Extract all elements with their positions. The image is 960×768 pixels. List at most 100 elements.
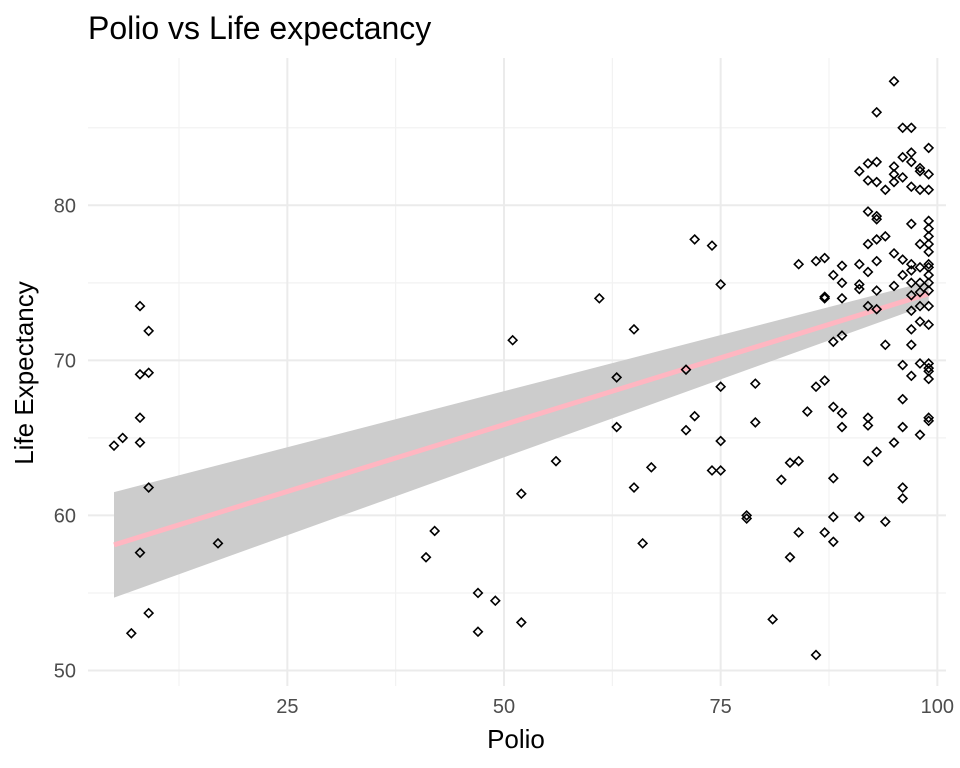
data-point — [836, 277, 848, 289]
data-point — [836, 330, 848, 341]
data-point — [593, 292, 605, 304]
data-point — [923, 215, 935, 227]
data-point — [871, 106, 883, 118]
data-point — [689, 233, 701, 245]
data-point — [897, 359, 909, 371]
data-point — [827, 401, 839, 413]
data-point — [827, 269, 839, 281]
data-point — [862, 455, 874, 467]
data-point — [914, 238, 926, 250]
data-point — [507, 334, 519, 346]
x-axis-ticks: 25 50 75 100 — [276, 696, 954, 718]
data-point — [871, 210, 883, 222]
chart-title: Polio vs Life expectancy — [88, 10, 431, 46]
data-point — [827, 336, 839, 348]
data-point — [905, 147, 917, 159]
data-point — [853, 165, 865, 177]
data-point — [923, 223, 935, 234]
data-point — [680, 364, 692, 376]
data-point — [897, 421, 909, 433]
data-point — [905, 323, 917, 335]
data-point — [706, 465, 718, 476]
data-point — [767, 613, 779, 625]
data-point — [905, 156, 917, 168]
data-point — [897, 122, 909, 134]
data-point — [923, 184, 935, 196]
data-point — [853, 278, 865, 290]
data-point — [871, 446, 883, 458]
data-point — [914, 429, 926, 441]
data-point — [905, 265, 917, 276]
data-point — [923, 238, 935, 250]
data-point — [923, 258, 935, 270]
data-point — [134, 547, 146, 559]
data-point — [810, 649, 822, 661]
data-point — [810, 255, 822, 267]
y-tick-label: 80 — [54, 195, 76, 217]
data-point — [637, 537, 649, 549]
data-point — [715, 465, 727, 476]
data-point — [905, 289, 917, 301]
data-point — [888, 176, 900, 188]
data-point — [819, 291, 831, 303]
data-point — [793, 455, 805, 467]
data-point — [871, 303, 883, 315]
data-point — [715, 278, 727, 290]
data-point — [879, 184, 891, 196]
data-point — [420, 551, 432, 563]
data-point — [715, 381, 727, 393]
data-point — [914, 358, 926, 369]
data-point — [914, 162, 926, 174]
data-point — [923, 246, 935, 258]
regression-line — [113, 291, 930, 548]
data-point — [862, 420, 874, 431]
data-point — [923, 230, 935, 242]
data-point — [827, 536, 839, 548]
data-point — [836, 421, 848, 433]
data-point — [888, 168, 900, 180]
data-point — [923, 277, 935, 289]
data-point — [862, 300, 874, 312]
data-point — [134, 412, 146, 424]
data-point — [143, 367, 155, 379]
data-point — [888, 280, 900, 292]
y-tick-label: 70 — [54, 350, 76, 372]
data-point — [472, 626, 484, 638]
data-point — [862, 412, 874, 424]
data-point — [515, 488, 527, 500]
data-point — [784, 551, 796, 563]
data-point — [905, 277, 917, 289]
data-point — [117, 432, 129, 444]
data-point — [923, 412, 935, 424]
data-point — [611, 371, 623, 383]
data-point — [741, 510, 753, 521]
data-point — [125, 627, 137, 639]
data-point — [862, 238, 874, 250]
data-point — [212, 537, 224, 549]
data-point — [827, 511, 839, 523]
data-point — [871, 255, 883, 267]
data-point — [784, 457, 796, 469]
data-point — [134, 437, 146, 448]
data-point — [836, 407, 848, 419]
x-tick-label: 50 — [493, 696, 515, 718]
data-point — [680, 424, 692, 436]
data-point — [472, 587, 484, 599]
data-point — [489, 595, 501, 607]
data-point — [897, 151, 909, 163]
data-point — [905, 218, 917, 230]
data-point — [853, 511, 865, 523]
y-tick-label: 60 — [54, 505, 76, 527]
data-point — [888, 161, 900, 172]
confidence-band — [114, 281, 929, 598]
data-point — [914, 165, 926, 177]
data-point — [862, 266, 874, 278]
data-point — [914, 300, 926, 312]
data-point — [819, 292, 831, 304]
data-point — [611, 421, 623, 433]
data-point — [923, 142, 935, 154]
data-point — [897, 254, 909, 266]
data-point — [819, 527, 831, 538]
data-point — [871, 233, 883, 245]
x-tick-label: 75 — [710, 696, 732, 718]
